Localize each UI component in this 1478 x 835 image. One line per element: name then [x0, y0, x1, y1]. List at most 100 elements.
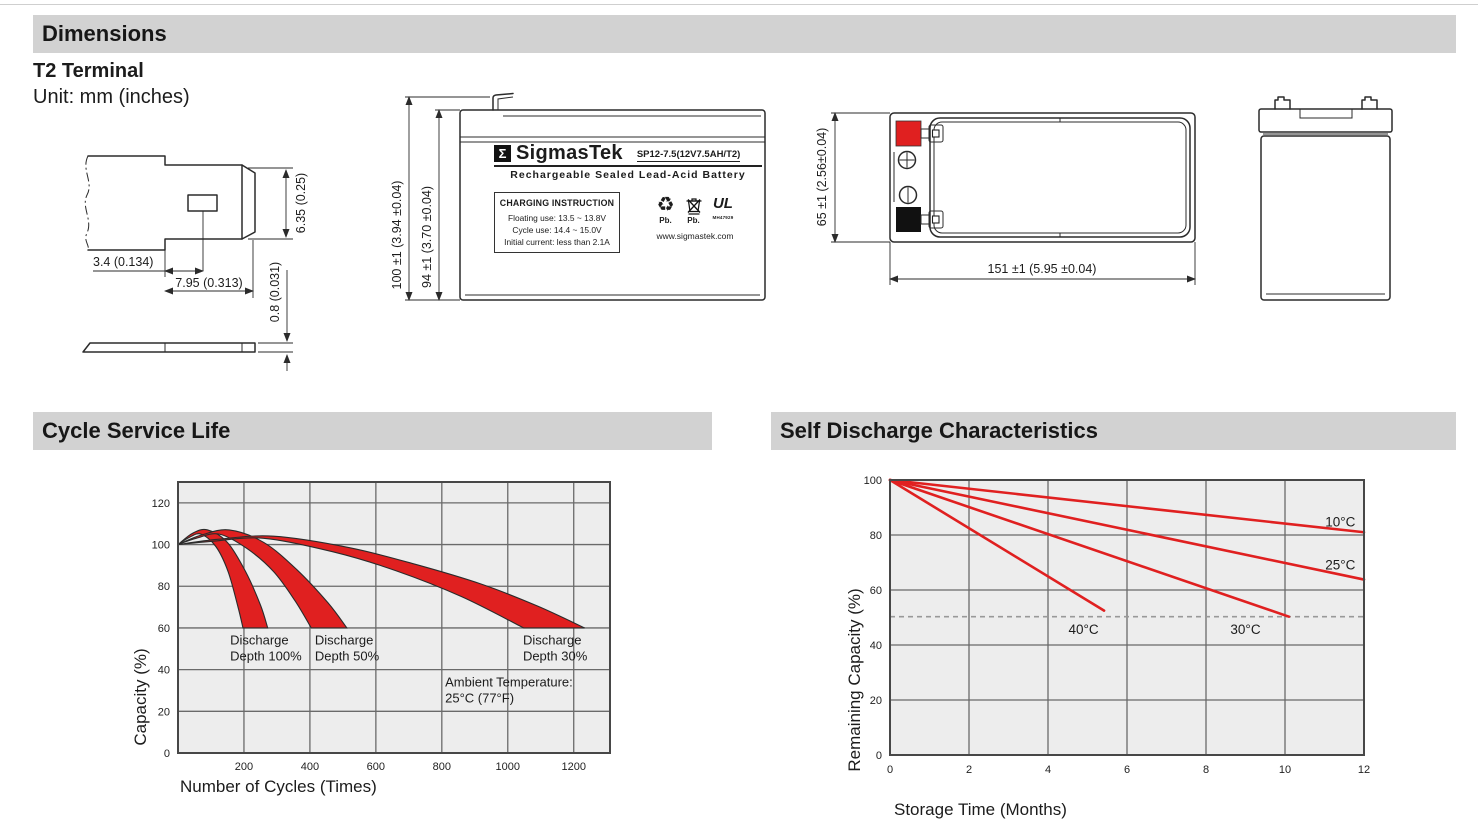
dimension-tip-height: 6.35 (0.25): [248, 167, 308, 240]
dimension-case-height: 94 ±1 (3.70 ±0.04): [420, 109, 460, 301]
y-tick-label: 100: [864, 475, 882, 487]
crossed-bin-pb-icon: Pb.: [685, 195, 703, 225]
dim-text-case-height: 94 ±1 (3.70 ±0.04): [420, 186, 434, 288]
terminal-tab: [492, 92, 514, 111]
ul-mark-icon: UL MH47929: [712, 195, 734, 220]
x-axis-title: Storage Time (Months): [894, 800, 1067, 819]
positive-terminal: [895, 120, 944, 147]
y-tick-label: 80: [158, 581, 170, 593]
section-header-self-discharge: Self Discharge Characteristics: [771, 412, 1456, 450]
y-tick-label: 120: [152, 498, 170, 510]
chart-annotation: Ambient Temperature: 25°C (77°F): [445, 674, 573, 705]
dim-text-width: 65 ±1 (2.56±0.04): [815, 128, 829, 227]
screw-slot-icon: [898, 185, 918, 205]
brand-name: SigmasTek: [516, 142, 623, 164]
charging-line-2: Cycle use: 14.4 ~ 15.0V: [512, 224, 602, 235]
x-tick-label: 200: [235, 761, 253, 773]
page-top-rule: [0, 4, 1478, 5]
battery-case: [459, 92, 766, 301]
dimension-length: 151 ±1 (5.95 ±0.04): [889, 242, 1196, 285]
battery-subtitle: Rechargeable Sealed Lead-Acid Battery: [510, 169, 746, 181]
unit-note: Unit: mm (inches): [33, 86, 190, 108]
chart-annotation: Discharge Depth 50%: [315, 633, 380, 664]
section-title-dimensions: Dimensions: [42, 21, 167, 46]
series-line-30-c: [888, 478, 1291, 618]
model-number: SP12-7.5(12V7.5AH/T2): [636, 149, 741, 162]
terminal-blade-side-view: [82, 342, 256, 353]
section-header-cycle-service-life: Cycle Service Life: [33, 412, 712, 450]
cycle-service-life-chart: 200 400 600 800 1000 1200 0 20 40 60 80 100 120 Disch…: [131, 481, 611, 796]
dimension-width: 65 ±1 (2.56±0.04): [815, 112, 890, 243]
negative-terminal-marker: [896, 207, 921, 232]
y-tick-label: 0: [876, 750, 882, 762]
battery-sticker-label: Σ SigmasTek SP12-7.5(12V7.5AH/T2) Rechar…: [494, 142, 762, 254]
y-axis-title: Remaining Capacity (%): [845, 588, 864, 771]
x-tick-label: 400: [301, 761, 319, 773]
break-line: [84, 155, 90, 251]
y-tick-label: 40: [870, 640, 882, 652]
series-label: 40°C: [1068, 622, 1098, 637]
positive-blade-icon: [920, 124, 944, 143]
x-tick-label: 10: [1279, 764, 1291, 776]
charging-title: CHARGING INSTRUCTION: [499, 198, 615, 208]
band-discharge-depth-50-: [177, 529, 348, 629]
negative-terminal: [896, 207, 944, 232]
x-tick-label: 600: [367, 761, 385, 773]
terminal-type-heading: T2 Terminal: [33, 60, 144, 82]
series-line-25-c: [888, 478, 1366, 581]
dimension-overall-height: 100 ±1 (3.94 ±0.04): [390, 96, 490, 301]
ul-file-number: MH47929: [712, 215, 734, 220]
screw-cross-icon: [897, 150, 917, 170]
certification-icons: ♻ Pb. Pb. UL MH47929: [628, 192, 762, 253]
y-tick-label: 20: [158, 706, 170, 718]
y-tick-label: 0: [164, 748, 170, 760]
dim-text-slot-offset: 3.4 (0.134): [93, 255, 153, 269]
brand-row: Σ SigmasTek SP12-7.5(12V7.5AH/T2): [494, 142, 762, 164]
y-tick-label: 100: [152, 540, 170, 552]
series-line-10-c: [888, 478, 1366, 534]
recycle-pb-icon: ♻ Pb.: [656, 194, 675, 225]
chart-annotation: Discharge Depth 100%: [230, 633, 302, 664]
dim-text-thickness: 0.8 (0.031): [268, 262, 282, 322]
x-tick-label: 1200: [561, 761, 585, 773]
dimension-tip-length: 7.95 (0.313): [164, 240, 254, 298]
y-tick-label: 60: [158, 623, 170, 635]
dim-text-tip-length: 7.95 (0.313): [175, 276, 242, 290]
plot-border: [177, 481, 611, 754]
pb-label-2: Pb.: [687, 216, 700, 225]
band-discharge-depth-100-: [177, 528, 269, 629]
brand-logo-icon: Σ: [494, 145, 511, 162]
x-tick-label: 6: [1124, 764, 1130, 776]
self-discharge-chart: 0 2 4 6 8 10 12 0 20 40 60 80 100 10°C 25°C 30°C 40°C Sto…: [845, 475, 1370, 819]
section-header-dimensions: Dimensions: [33, 15, 1456, 53]
pb-label-1: Pb.: [659, 216, 672, 225]
terminal-detail-drawing: 6.35 (0.25) 3.4 (0.134) 7.95 (0.313) 0.8…: [82, 155, 308, 371]
battery-end-view: [1258, 96, 1393, 301]
y-tick-label: 20: [870, 695, 882, 707]
label-divider: [494, 165, 762, 167]
charging-line-1: Floating use: 13.5 ~ 13.8V: [507, 213, 606, 223]
dim-text-tip-height: 6.35 (0.25): [294, 173, 308, 233]
x-axis-title: Number of Cycles (Times): [180, 777, 377, 796]
handle-recess: [1299, 109, 1353, 119]
dim-text-overall-height: 100 ±1 (3.94 ±0.04): [390, 181, 404, 290]
x-tick-label: 1000: [496, 761, 520, 773]
x-tick-label: 12: [1358, 764, 1370, 776]
y-tick-label: 60: [870, 585, 882, 597]
positive-terminal-marker: [895, 120, 922, 147]
y-tick-label: 40: [158, 665, 170, 677]
negative-blade-icon: [920, 210, 944, 229]
dimension-thickness: 0.8 (0.031): [258, 262, 293, 371]
x-tick-label: 0: [887, 764, 893, 776]
section-title-cycle: Cycle Service Life: [42, 418, 231, 443]
charging-line-3: Initial current: less than 2.1A: [504, 236, 610, 247]
x-tick-label: 2: [966, 764, 972, 776]
x-tick-label: 800: [433, 761, 451, 773]
battery-front-outline: 100 ±1 (3.94 ±0.04) 94 ±1 (3.70 ±0.04): [390, 92, 766, 301]
top-view-case: [889, 112, 1196, 243]
battery-front-view: 100 ±1 (3.94 ±0.04) 94 ±1 (3.70 ±0.04) Σ…: [390, 85, 775, 315]
series-label: 25°C: [1325, 557, 1355, 572]
series-line-40-c: [888, 478, 1106, 612]
chart-annotation: Discharge Depth 30%: [523, 633, 588, 664]
